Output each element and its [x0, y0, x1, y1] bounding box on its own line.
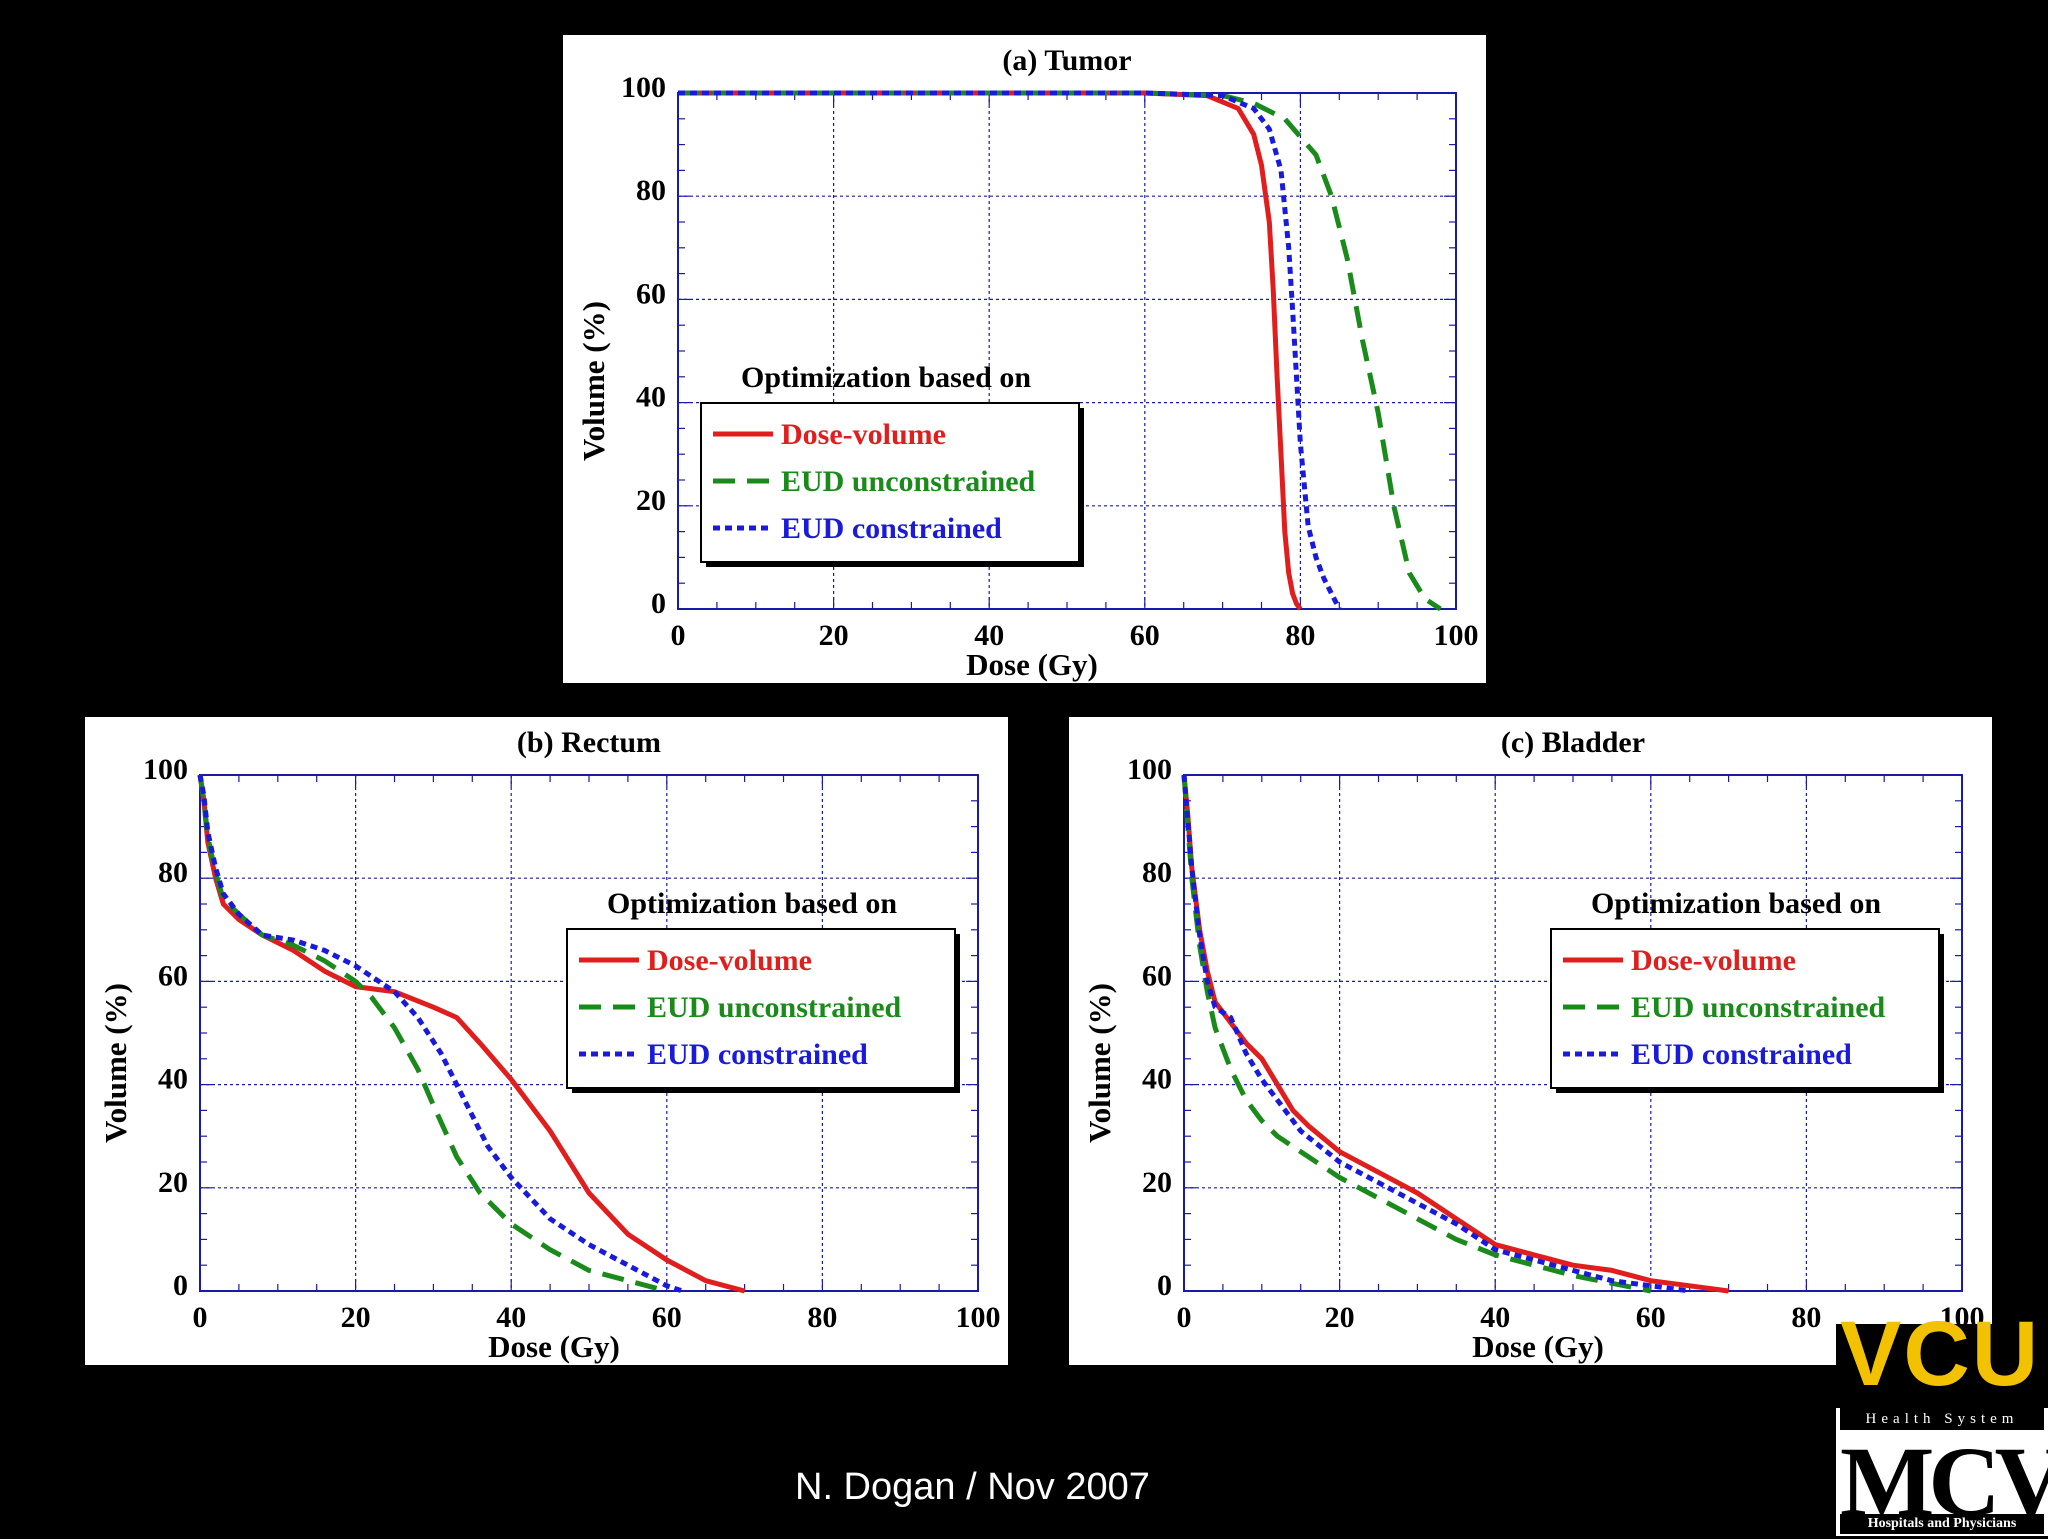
vcu-mcv-logo: VCU Health System MCV Hospitals and Phys…	[1836, 1303, 2048, 1537]
y-tick-label: 60	[636, 277, 666, 310]
legend-label-dose-volume: Dose-volume	[781, 418, 946, 451]
x-tick-label: 40	[496, 1301, 526, 1334]
y-tick-label: 80	[158, 856, 188, 889]
x-tick-label: 0	[1177, 1301, 1192, 1334]
vcu-logo-band	[1836, 1324, 2048, 1408]
x-tick-label: 20	[1325, 1301, 1355, 1334]
chart-title: (b) Rectum	[517, 726, 661, 759]
y-axis-label: Volume (%)	[98, 983, 133, 1143]
y-tick-label: 40	[1142, 1063, 1172, 1096]
y-tick-label: 100	[143, 753, 188, 786]
x-tick-label: 40	[974, 619, 1004, 652]
series-line-eud-constrained	[1181, 774, 1691, 1294]
legend-label-dose-volume: Dose-volume	[647, 944, 812, 977]
legend-label-eud-unconstrained: EUD unconstrained	[781, 465, 1036, 498]
x-tick-label: 20	[819, 619, 849, 652]
legend-label-eud-constrained: EUD constrained	[781, 512, 1002, 545]
y-axis-label: Volume (%)	[1082, 983, 1117, 1143]
footer-credit: N. Dogan / Nov 2007	[795, 1466, 1150, 1508]
x-tick-label: 80	[807, 1301, 837, 1334]
x-axis-label: Dose (Gy)	[488, 1329, 620, 1364]
chart-bladder: (c) Bladder002020404060608080100100Dose …	[1082, 726, 1985, 1364]
health-system-label: Health System	[1840, 1408, 2044, 1430]
y-tick-label: 100	[621, 71, 666, 104]
hospitals-physicians-label: Hospitals and Physicians	[1840, 1514, 2044, 1534]
y-tick-label: 0	[1157, 1269, 1172, 1302]
x-tick-label: 80	[1791, 1301, 1821, 1334]
y-tick-label: 100	[1127, 753, 1172, 786]
legend-title: Optimization based on	[607, 887, 897, 920]
y-tick-label: 80	[1142, 856, 1172, 889]
chart-title: (a) Tumor	[1002, 44, 1131, 77]
x-tick-label: 100	[956, 1301, 1001, 1334]
legend-title: Optimization based on	[1591, 887, 1881, 920]
x-tick-label: 60	[652, 1301, 682, 1334]
legend-label-eud-constrained: EUD constrained	[1631, 1038, 1852, 1071]
legend-title: Optimization based on	[741, 361, 1031, 394]
x-axis-label: Dose (Gy)	[966, 647, 1098, 682]
chart-panel-rectum: (b) Rectum 0 0 20 20 40 40 60 60 80 80 100 100 Dose (…	[85, 717, 1008, 1365]
x-tick-label: 80	[1285, 619, 1315, 652]
y-tick-label: 60	[158, 959, 188, 992]
x-tick-label: 20	[341, 1301, 371, 1334]
series-line-eud-constrained	[678, 90, 1342, 611]
series-line-eud-unconstrained	[1181, 774, 1652, 1294]
series-line-eud-unconstrained	[678, 90, 1442, 612]
plot-frame	[1183, 774, 1963, 1292]
x-tick-label: 60	[1636, 1301, 1666, 1334]
y-tick-label: 40	[158, 1063, 188, 1096]
vcu-logo-text: VCU	[1840, 1303, 2041, 1405]
y-tick-label: 20	[636, 484, 666, 517]
y-tick-label: 0	[651, 587, 666, 620]
x-axis-label: Dose (Gy)	[1472, 1329, 1604, 1364]
y-tick-label: 40	[636, 381, 666, 414]
chart-rectum: (b) Rectum 00 20 20 40 40 60 60 80 80 100 100 Dose (…	[98, 726, 1001, 1364]
y-tick-label: 80	[636, 174, 666, 207]
y-tick-label: 20	[158, 1166, 188, 1199]
x-tick-label: 0	[193, 1301, 208, 1334]
legend-label-eud-unconstrained: EUD unconstrained	[647, 991, 902, 1024]
legend-label-dose-volume: Dose-volume	[1631, 944, 1796, 977]
legend-label-eud-constrained: EUD constrained	[647, 1038, 868, 1071]
y-axis-label: Volume (%)	[576, 301, 611, 461]
series-line-eud-constrained	[197, 774, 684, 1294]
series-line-dose-volume	[678, 90, 1303, 611]
series-line-dose-volume	[1181, 774, 1729, 1294]
y-tick-label: 60	[1142, 959, 1172, 992]
chart-tumor: (a) Tumor 00 20 20 40 40 60 60 80 80 100 100 Dose (G…	[576, 44, 1479, 682]
plot-frame	[199, 774, 979, 1292]
chart-title: (c) Bladder	[1501, 726, 1645, 759]
x-tick-label: 100	[1434, 619, 1479, 652]
y-tick-label: 20	[1142, 1166, 1172, 1199]
x-tick-label: 60	[1130, 619, 1160, 652]
x-tick-label: 0	[671, 619, 686, 652]
legend-label-eud-unconstrained: EUD unconstrained	[1631, 991, 1886, 1024]
y-tick-label: 0	[173, 1269, 188, 1302]
x-tick-label: 40	[1480, 1301, 1510, 1334]
chart-panel-bladder: (c) Bladder 0 0 20 20 40 40 60 60 80 80 100 100 Dose …	[1069, 717, 1992, 1365]
chart-panel-tumor: (a) Tumor 0 0 20 20 40 40 60 60 80 80 100 100 Dose (G…	[563, 35, 1486, 683]
